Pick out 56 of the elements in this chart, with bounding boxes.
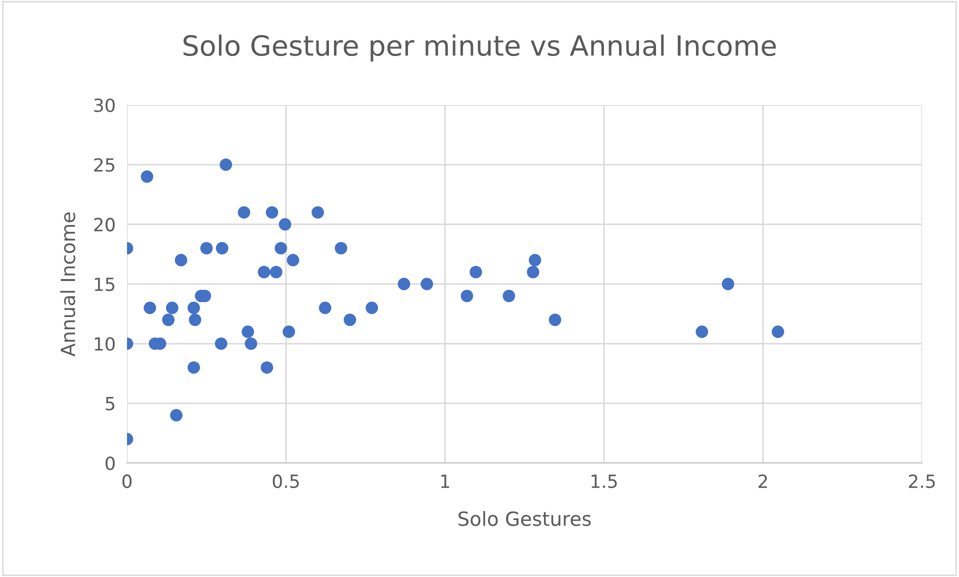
point: [200, 242, 213, 254]
y-tick-label: 0: [106, 456, 115, 470]
y-tick-label: 30: [94, 98, 115, 112]
point: [526, 266, 540, 278]
point: [528, 254, 542, 266]
point: [220, 158, 232, 171]
point: [162, 314, 175, 326]
point: [318, 302, 332, 314]
point: [188, 314, 202, 326]
point: [334, 242, 348, 254]
point: [174, 254, 188, 266]
point: [286, 254, 300, 266]
x-tick-label: 2.5: [908, 474, 935, 488]
y-tick-label: 15: [94, 278, 114, 292]
point: [344, 314, 356, 326]
point: [282, 326, 296, 338]
point: [258, 266, 270, 278]
point: [144, 302, 156, 314]
point: [398, 278, 410, 290]
point: [266, 206, 278, 219]
x-tick-label: 2: [758, 474, 767, 488]
x-tick-label: 0.5: [272, 474, 299, 488]
point: [312, 206, 324, 219]
y-tick-label: 25: [94, 158, 114, 172]
point: [470, 266, 482, 278]
y-tick-label: 5: [106, 397, 114, 410]
chart-title: Solo Gesture per minute vs Annual Income: [184, 34, 776, 62]
point: [502, 290, 516, 302]
point: [260, 361, 274, 374]
point: [188, 302, 200, 314]
point: [214, 337, 228, 350]
point: [696, 326, 708, 338]
point: [188, 361, 200, 374]
point: [420, 278, 434, 290]
x-tick-label: 1: [441, 474, 450, 488]
point: [278, 218, 292, 231]
x-axis-title: Solo Gestures: [458, 511, 591, 526]
point: [274, 242, 288, 254]
point: [722, 278, 734, 290]
point: [238, 206, 250, 219]
point: [170, 409, 182, 422]
x-tick-label: 0: [122, 474, 132, 488]
point: [140, 170, 154, 183]
x-tick-label: 1.5: [592, 474, 617, 488]
y-axis-title: Annual Income: [60, 212, 76, 357]
point: [270, 266, 282, 278]
point: [460, 290, 474, 302]
point: [166, 302, 178, 314]
point: [242, 326, 254, 338]
point: [548, 314, 562, 326]
y-tick-label: 20: [94, 218, 115, 232]
point: [244, 337, 258, 350]
y-tick-label: 10: [94, 337, 115, 351]
point: [772, 326, 784, 338]
point: [366, 302, 378, 314]
point: [216, 242, 228, 254]
